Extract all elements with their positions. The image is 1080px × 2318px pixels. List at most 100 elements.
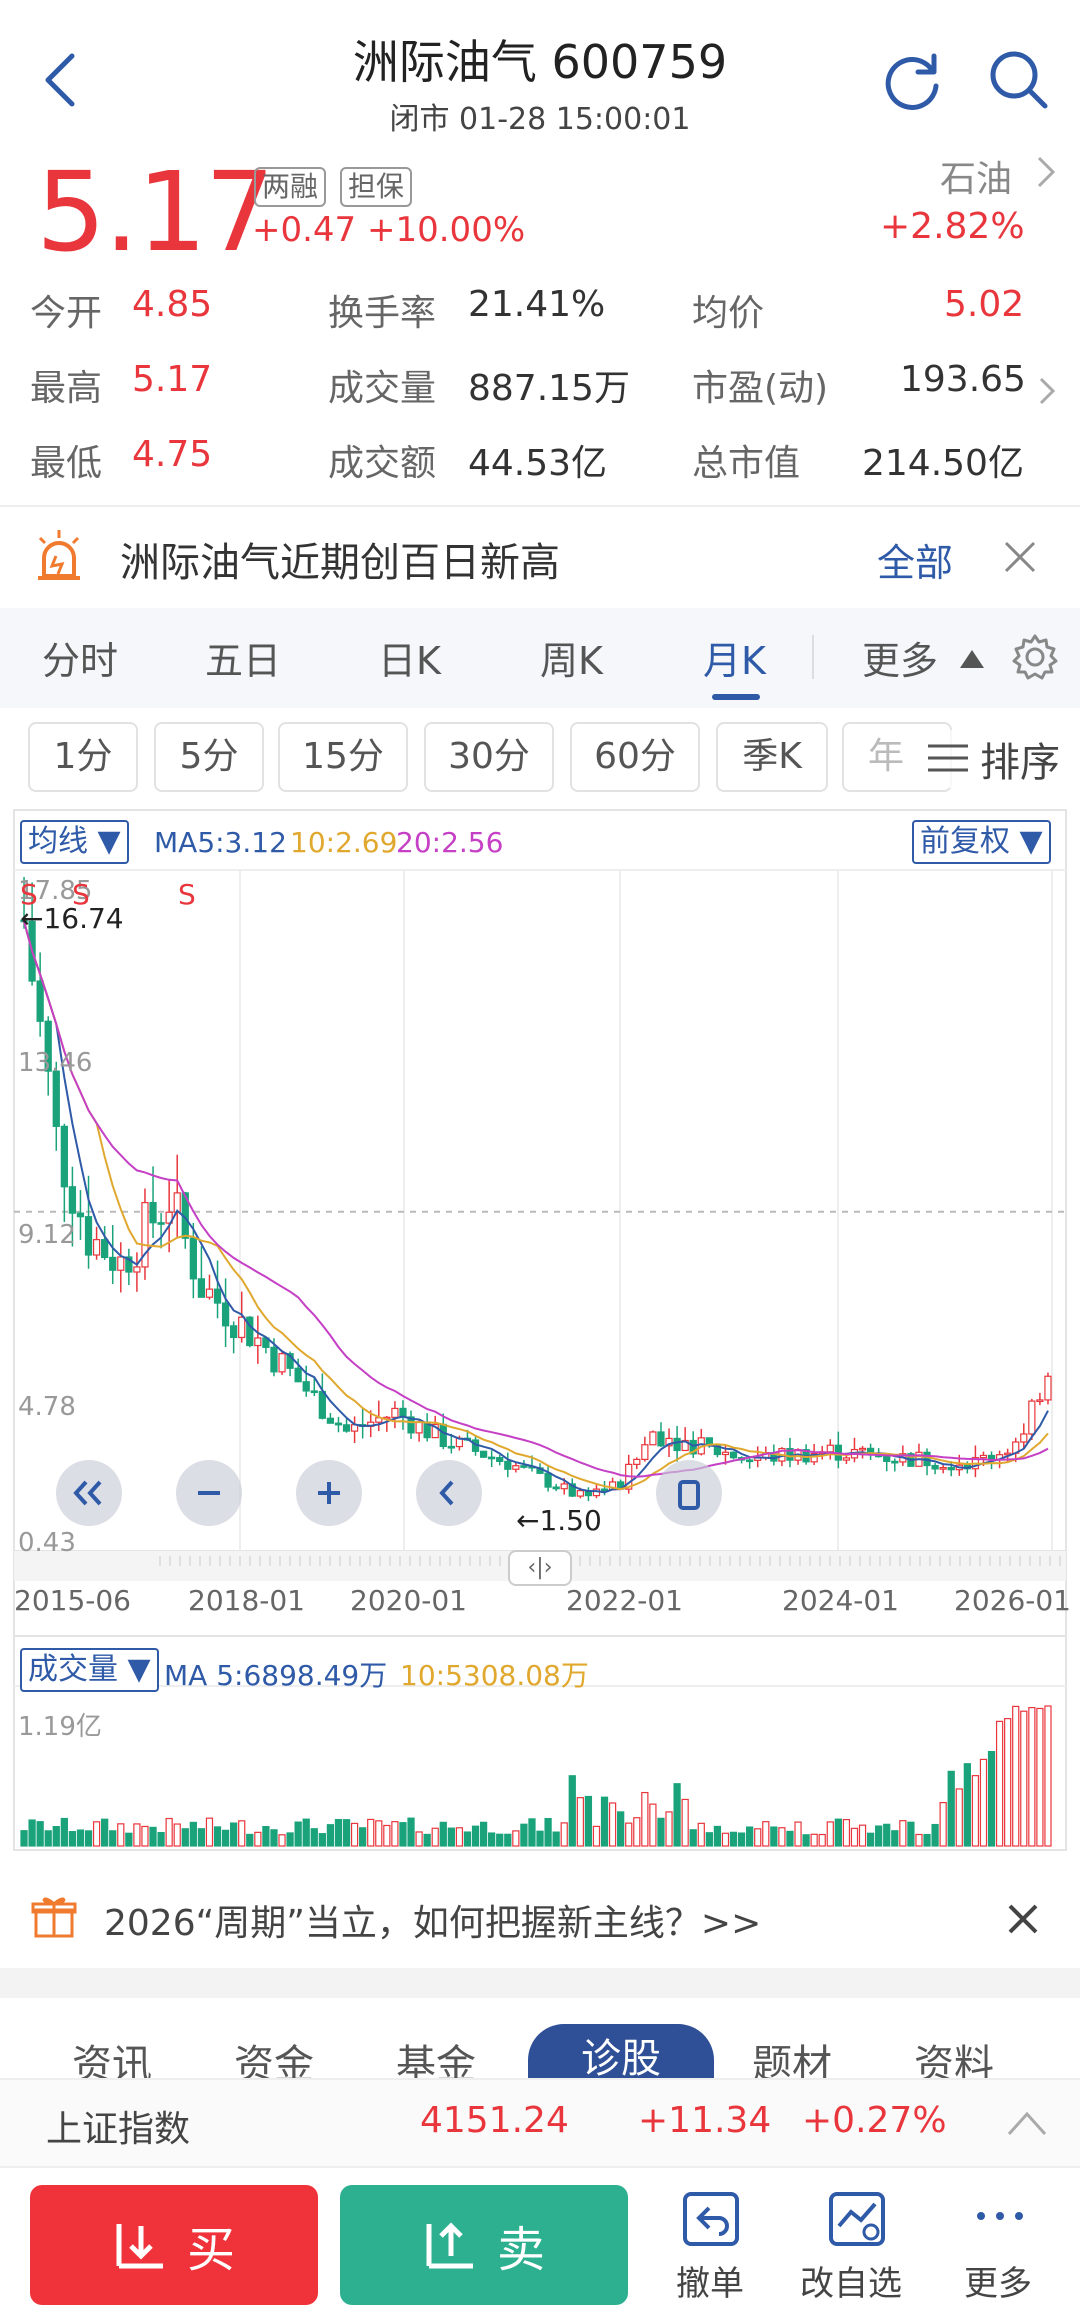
rotate-button[interactable]	[656, 1460, 722, 1526]
y-axis-label: 4.78	[18, 1392, 76, 1422]
k-line-chart[interactable]	[0, 806, 1080, 1870]
stat-value-volume: 887.15万	[468, 368, 630, 409]
market-status: 闭市 01-28 15:00:01	[389, 102, 691, 137]
period-1min[interactable]: 1分	[28, 722, 138, 792]
rotate-icon	[678, 1480, 700, 1510]
stat-value-avg: 5.02	[944, 284, 1025, 325]
sell-mark: S	[178, 878, 196, 911]
cancel-order-icon	[683, 2192, 739, 2246]
alert-all-link[interactable]: 全部	[877, 541, 954, 585]
search-icon[interactable]	[985, 46, 1051, 112]
edit-watchlist-button[interactable]	[818, 2186, 898, 2256]
chevron-up-icon[interactable]	[1005, 2108, 1049, 2138]
sell-button[interactable]: 卖	[340, 2185, 628, 2305]
x-axis-label: 2024-01	[782, 1584, 899, 1617]
tab-indicator	[712, 694, 760, 700]
stat-value-mktcap: 214.50亿	[862, 443, 1024, 484]
stat-label-turnover: 换手率	[328, 293, 437, 334]
stat-label-pe: 市盈(动)	[692, 368, 829, 409]
alarm-icon	[38, 530, 80, 580]
chevron-right-icon[interactable]	[1038, 376, 1056, 406]
tab-five-day[interactable]: 五日	[205, 639, 282, 683]
buy-arrow-icon	[116, 2224, 163, 2269]
stat-value-open: 4.85	[132, 284, 213, 325]
ma20-label: 20:2.56	[396, 826, 504, 859]
stat-value-low: 4.75	[132, 434, 213, 475]
ma5-label: MA5:3.12	[154, 826, 287, 859]
stat-value-turnover: 21.41%	[468, 284, 606, 325]
divider	[812, 635, 814, 679]
margin-tag: 两融	[254, 167, 327, 207]
alert-text[interactable]: 洲际油气近期创百日新高	[120, 540, 560, 586]
x-axis-label: 2022-01	[566, 1584, 683, 1617]
period-5min[interactable]: 5分	[154, 722, 264, 792]
high-marker: ←16.74	[20, 902, 124, 935]
edit-watchlist-label: 改自选	[800, 2264, 902, 2304]
stat-label-low: 最低	[30, 443, 103, 484]
double-chevron-left-icon	[73, 1480, 102, 1506]
cancel-order-button[interactable]	[672, 2186, 752, 2256]
page-title: 洲际油气 600759	[352, 35, 728, 89]
refresh-icon[interactable]	[880, 48, 946, 114]
more-actions-label: 更多	[964, 2264, 1032, 2304]
stat-label-open: 今开	[30, 293, 103, 334]
y-axis-label: 13.46	[18, 1048, 93, 1078]
range-slider-handle[interactable]: ‹|›	[508, 1550, 572, 1586]
divider	[0, 505, 1080, 507]
buy-button[interactable]: 买	[30, 2185, 318, 2305]
gift-icon	[31, 1897, 77, 1938]
period-60min[interactable]: 60分	[570, 722, 700, 792]
tab-daily-k[interactable]: 日K	[378, 639, 441, 683]
tab-more[interactable]: 更多	[862, 639, 939, 683]
vol-ma5-label: MA 5:6898.49万	[164, 1659, 388, 1692]
back-icon[interactable]	[42, 52, 78, 108]
chevron-right-icon[interactable]	[1035, 154, 1057, 190]
tab-intraday[interactable]: 分时	[42, 639, 119, 683]
x-axis-label: 2026-01	[954, 1584, 1071, 1617]
triangle-up-icon[interactable]	[958, 648, 986, 670]
gear-icon[interactable]	[1010, 632, 1060, 682]
scroll-left-button[interactable]	[416, 1460, 482, 1526]
vol-ma10-label: 10:5308.08万	[400, 1659, 589, 1692]
sell-mark: S	[72, 878, 90, 911]
stat-label-volume: 成交量	[328, 368, 437, 409]
stat-label-high: 最高	[30, 368, 103, 409]
chart-tabs-bar	[0, 608, 1080, 708]
menu-icon	[928, 744, 968, 772]
sector-link[interactable]: 石油	[940, 159, 1013, 200]
cancel-order-label: 撤单	[676, 2264, 744, 2304]
buy-label: 买	[186, 2222, 235, 2278]
sell-label: 卖	[496, 2222, 545, 2278]
index-name: 上证指数	[46, 2109, 191, 2150]
period-30min[interactable]: 30分	[424, 722, 554, 792]
y-axis-label: 0.43	[18, 1528, 76, 1558]
x-axis-label: 2015-06	[14, 1584, 131, 1617]
stat-value-high: 5.17	[132, 359, 213, 400]
zoom-out-button[interactable]	[176, 1460, 242, 1526]
index-value: 4151.24	[420, 2100, 569, 2141]
close-icon[interactable]	[1000, 537, 1040, 577]
volume-dropdown[interactable]: 成交量 ▼	[20, 1648, 159, 1692]
low-marker: ←1.50	[516, 1504, 602, 1537]
stat-label-amount: 成交额	[328, 443, 437, 484]
more-dots-icon	[977, 2212, 1023, 2220]
adjust-dropdown[interactable]: 前复权 ▼	[912, 820, 1051, 864]
minus-icon	[198, 1491, 220, 1495]
index-ticker-bar[interactable]	[0, 2078, 1080, 2168]
tab-monthly-k[interactable]: 月K	[703, 639, 766, 683]
more-actions-button[interactable]	[960, 2186, 1040, 2256]
indicator-dropdown[interactable]: 均线 ▼	[20, 820, 129, 864]
arrow-left-icon	[439, 1480, 454, 1506]
tab-weekly-k[interactable]: 周K	[540, 639, 603, 683]
x-axis-label: 2018-01	[188, 1584, 305, 1617]
x-axis-label: 2020-01	[350, 1584, 467, 1617]
index-change: +11.34	[638, 2100, 772, 2141]
zoom-in-button[interactable]	[296, 1460, 362, 1526]
scroll-left-fast-button[interactable]	[56, 1460, 122, 1526]
plus-icon	[318, 1482, 340, 1504]
period-15min[interactable]: 15分	[278, 722, 408, 792]
stat-label-avg: 均价	[692, 293, 765, 334]
period-quarter-k[interactable]: 季K	[716, 722, 828, 792]
close-icon[interactable]	[1006, 1902, 1040, 1936]
promo-text[interactable]: 2026“周期”当立，如何把握新主线？>>	[104, 1903, 762, 1944]
